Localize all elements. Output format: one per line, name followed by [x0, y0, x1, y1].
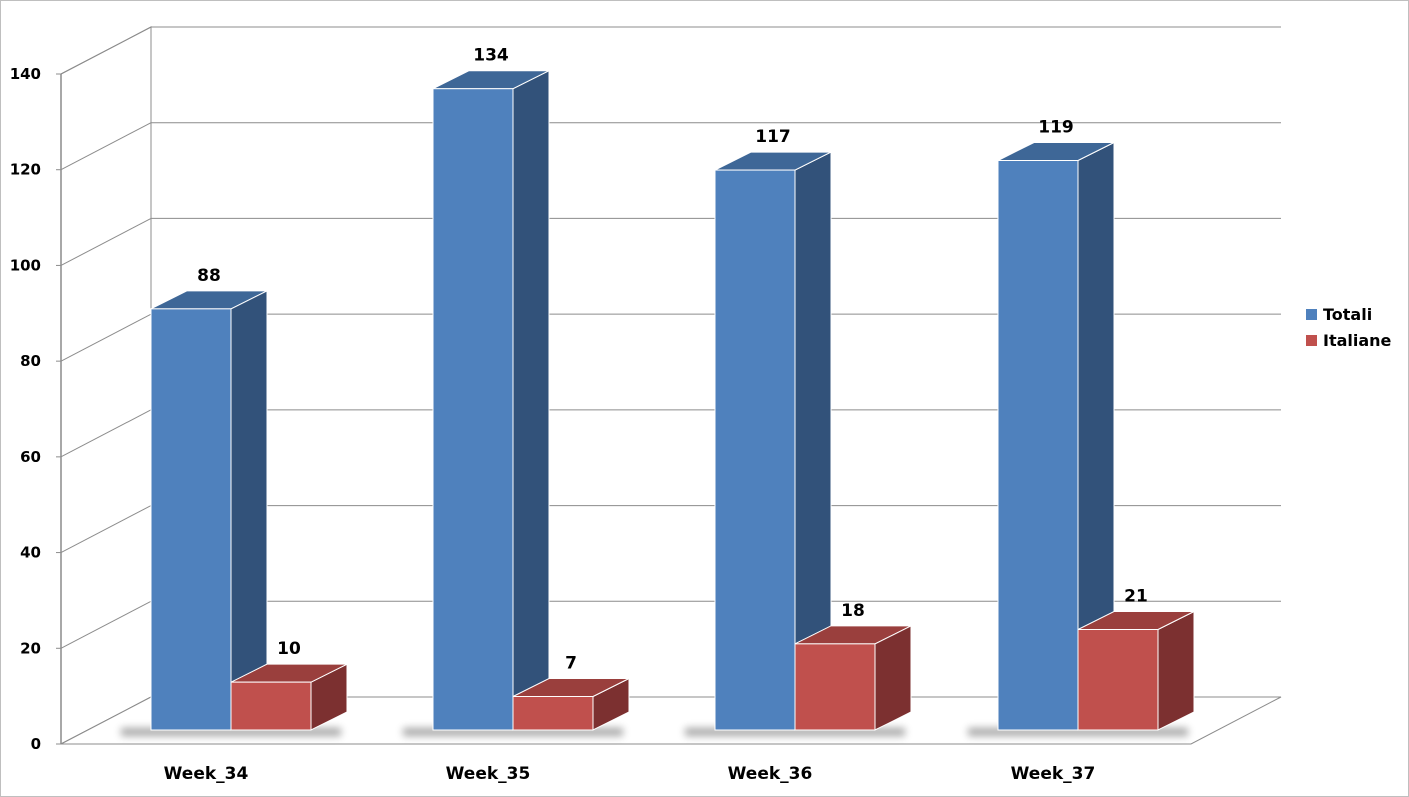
x-tick-label-week_37: Week_37 [1011, 764, 1096, 784]
side-wall [60, 26, 152, 745]
bar-italiane-week_36 [794, 643, 876, 731]
legend-label-italiane: Italiane [1323, 330, 1392, 350]
legend-item-totali: Totali [1306, 301, 1391, 327]
data-label-italiane-week_34: 10 [277, 639, 301, 659]
gridline-side-120 [60, 122, 152, 171]
bar-shadow-0 [121, 728, 341, 736]
y-tick-label-80: 80 [20, 352, 41, 370]
data-label-totali-week_35: 134 [473, 46, 509, 66]
gridline-side-60 [60, 409, 152, 458]
x-tick-label-week_34: Week_34 [164, 764, 249, 784]
bar-shadow-1 [403, 728, 623, 736]
bar-shadow-2 [685, 728, 905, 736]
bar-italiane-week_37 [1077, 629, 1159, 731]
bar-side-italiane-week_37 [1157, 610, 1195, 731]
legend-label-totali: Totali [1323, 304, 1373, 324]
gridline-side-140 [60, 26, 152, 75]
data-label-totali-week_37: 119 [1038, 118, 1074, 138]
bar-totali-week_34 [150, 308, 232, 731]
bar-totali-week_35 [432, 88, 514, 731]
x-tick-label-week_35: Week_35 [446, 764, 531, 784]
y-tick-label-0: 0 [31, 735, 41, 753]
data-label-totali-week_36: 117 [755, 127, 791, 147]
data-label-italiane-week_36: 18 [841, 601, 865, 621]
legend-swatch-totali [1306, 308, 1317, 320]
bar-totali-week_36 [714, 169, 796, 731]
gridline-side-20 [60, 600, 152, 649]
legend: Totali Italiane [1306, 301, 1391, 353]
y-tick-label-100: 100 [10, 256, 41, 274]
bar-side-totali-week_35 [512, 69, 550, 731]
y-tick-label-40: 40 [20, 544, 41, 562]
bar-side-totali-week_34 [230, 290, 268, 731]
y-tick-label-60: 60 [20, 448, 41, 466]
gridline-side-40 [60, 505, 152, 554]
y-tick-label-20: 20 [20, 639, 41, 657]
data-label-italiane-week_37: 21 [1124, 587, 1148, 607]
bar-italiane-week_34 [230, 681, 312, 731]
x-tick-label-week_36: Week_36 [728, 764, 813, 784]
data-label-italiane-week_35: 7 [565, 654, 577, 674]
y-tick-label-140: 140 [10, 65, 41, 83]
bar-totali-week_37 [997, 160, 1079, 731]
bar-italiane-week_35 [512, 696, 594, 731]
legend-swatch-italiane [1306, 334, 1317, 346]
gridline-side-100 [60, 217, 152, 266]
legend-item-italiane: Italiane [1306, 327, 1391, 353]
data-label-totali-week_34: 88 [197, 266, 221, 286]
gridline-side-80 [60, 313, 152, 362]
bar-shadow-3 [968, 728, 1188, 736]
y-tick-label-120: 120 [10, 161, 41, 179]
